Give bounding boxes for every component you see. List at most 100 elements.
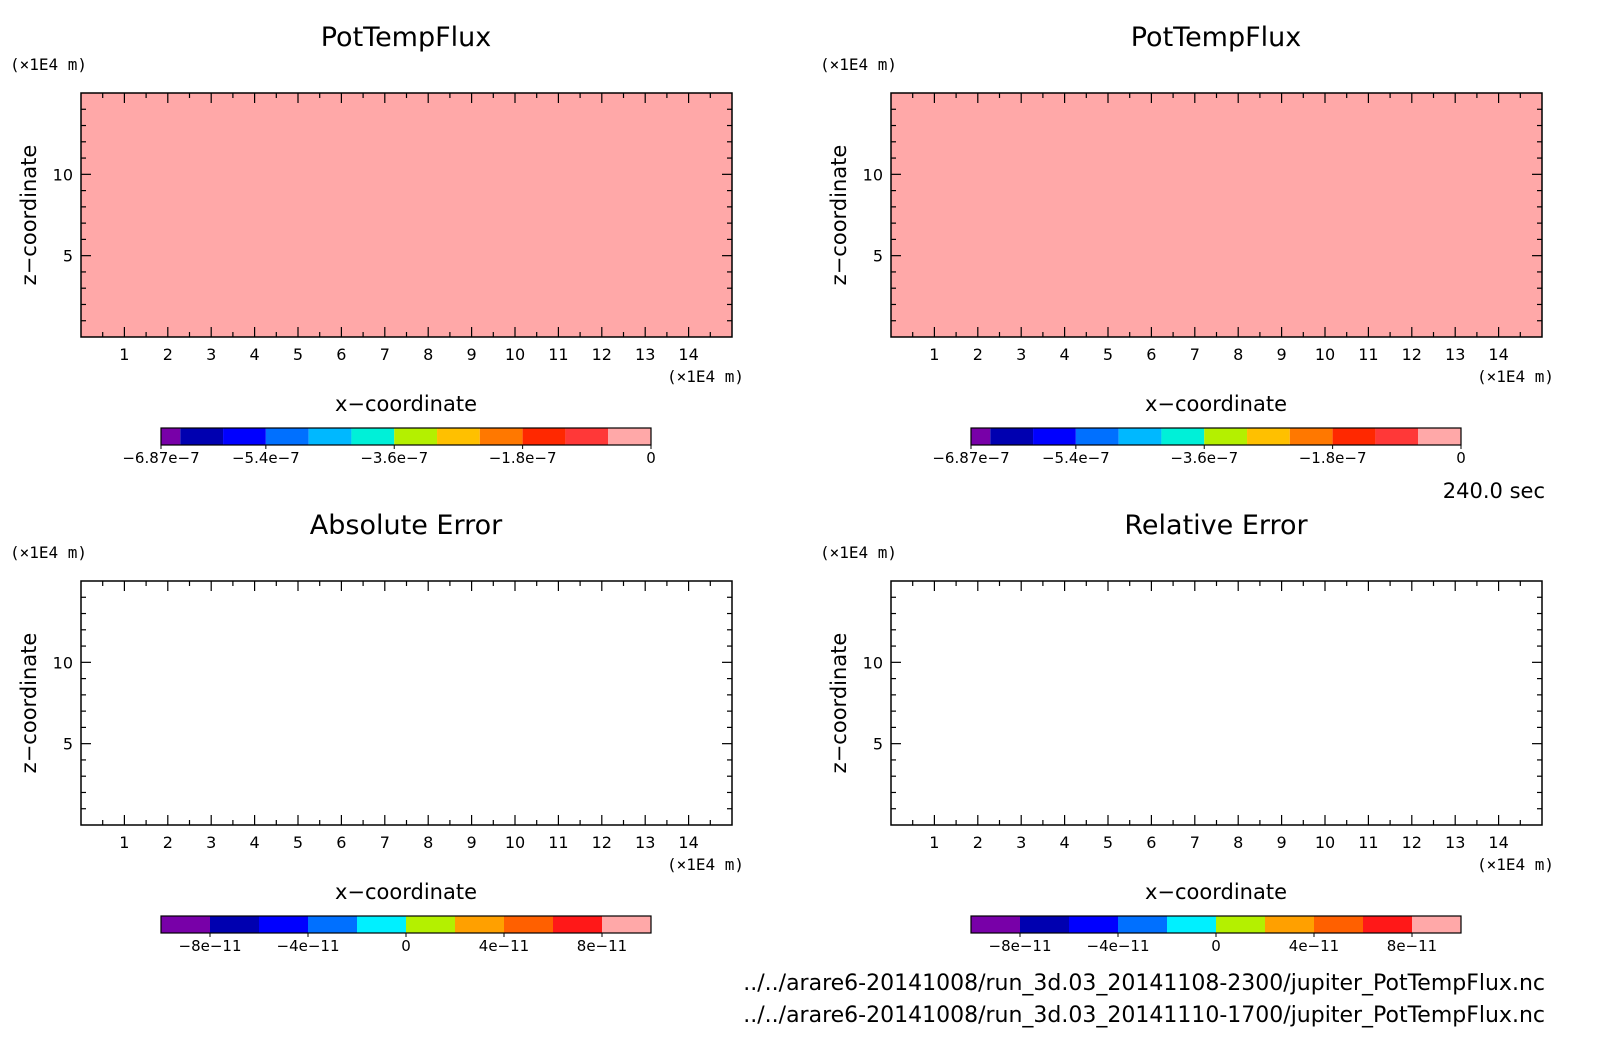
file-path-1: ../../arare6-20141008/run_3d.03_20141108… [743, 971, 1545, 996]
x-tick-label: 8 [1233, 345, 1243, 364]
x-tick-label: 12 [1402, 833, 1422, 852]
x-tick-label: 9 [467, 345, 477, 364]
x-tick-label: 8 [423, 345, 433, 364]
colorbar-segment [1247, 428, 1290, 445]
colorbar-segment [1118, 428, 1162, 445]
colorbar-frame [970, 427, 1462, 446]
colorbar-frame [160, 427, 652, 446]
colorbar-segment [504, 916, 553, 933]
colorbar-segment [437, 428, 480, 445]
x-tick-label: 11 [548, 345, 568, 364]
x-tick-label: 5 [293, 345, 303, 364]
x-axis-label: x−coordinate [1145, 392, 1287, 416]
x-axis-label: x−coordinate [1145, 880, 1287, 904]
colorbar-segment [1033, 428, 1076, 445]
colorbar-tick-label: −3.6e−7 [360, 449, 428, 467]
x-tick-label: 6 [336, 833, 346, 852]
colorbar-tick-label: −5.4e−7 [232, 449, 300, 467]
x-tick-label: 13 [635, 345, 655, 364]
colorbar-tick-label: −4e−11 [1087, 937, 1150, 955]
colorbar-segment [1069, 916, 1118, 933]
y-tick-label: 5 [873, 735, 883, 754]
colorbar-tick-label: 4e−11 [1289, 937, 1339, 955]
colorbar-tick-label: 8e−11 [577, 937, 627, 955]
chart-title: PotTempFlux [1131, 22, 1302, 53]
x-tick-label: 4 [250, 345, 260, 364]
y-axis-unit: (×1E4 m) [820, 543, 897, 562]
colorbar-segment [971, 428, 991, 445]
x-tick-label: 6 [336, 345, 346, 364]
x-tick-label: 12 [592, 345, 612, 364]
x-tick-label: 2 [163, 345, 173, 364]
colorbar-segment [1265, 916, 1314, 933]
plot-area [80, 580, 733, 826]
colorbar-segment [608, 428, 651, 445]
x-tick-label: 14 [1488, 345, 1508, 364]
x-axis-unit: (×1E4 m) [667, 367, 744, 386]
plot-area [890, 580, 1543, 826]
colorbar-segment [553, 916, 602, 933]
x-tick-label: 1 [119, 833, 129, 852]
x-tick-label: 10 [1315, 345, 1335, 364]
colorbar-tick-label: −5.4e−7 [1042, 449, 1110, 467]
x-tick-label: 3 [206, 833, 216, 852]
x-tick-label: 7 [380, 833, 390, 852]
colorbar-segment [1075, 428, 1119, 445]
colorbar-tick-label: 0 [1211, 937, 1221, 955]
colorbar-segment [1289, 428, 1333, 445]
colorbar-segment [565, 428, 609, 445]
plot-area [890, 92, 1543, 338]
colorbar-tick-label: −8e−11 [989, 937, 1052, 955]
colorbar-tick-label: −3.6e−7 [1170, 449, 1238, 467]
colorbar-segment [1332, 428, 1376, 445]
colorbar-segment [990, 428, 1034, 445]
x-tick-label: 8 [1233, 833, 1243, 852]
colorbar-segment [1418, 428, 1461, 445]
chart-title: PotTempFlux [321, 22, 492, 53]
colorbar-segment [1363, 916, 1412, 933]
x-tick-label: 1 [119, 345, 129, 364]
x-tick-label: 10 [505, 345, 525, 364]
chart-title: Relative Error [1124, 510, 1308, 541]
chart-panel: Relative Error(×1E4 m)1 2 3 4 5 6 7 8 9 10 11 12 13 1… [820, 510, 1554, 955]
colorbar-tick-label: −8e−11 [179, 937, 242, 955]
y-axis-unit: (×1E4 m) [820, 55, 897, 74]
x-tick-label: 4 [1060, 833, 1070, 852]
y-tick-label: 5 [873, 247, 883, 266]
colorbar-segment [351, 428, 395, 445]
x-tick-label: 3 [1016, 345, 1026, 364]
x-axis-label: x−coordinate [335, 880, 477, 904]
colorbar-segment [308, 428, 352, 445]
y-axis-unit: (×1E4 m) [10, 55, 87, 74]
colorbar-segment [479, 428, 523, 445]
colorbar-tick-label: 8e−11 [1387, 937, 1437, 955]
x-tick-label: 5 [1103, 345, 1113, 364]
x-tick-label: 7 [380, 345, 390, 364]
y-axis-label: z−coordinate [827, 633, 851, 774]
colorbar-segment [161, 428, 181, 445]
colorbar-segment [971, 916, 1020, 933]
x-tick-label: 11 [1358, 833, 1378, 852]
x-tick-label: 7 [1190, 833, 1200, 852]
colorbar-segment [1314, 916, 1363, 933]
x-tick-label: 8 [423, 833, 433, 852]
x-axis-label: x−coordinate [335, 392, 477, 416]
colorbar-segment [357, 916, 406, 933]
colorbar-tick-label: 0 [646, 449, 656, 467]
y-tick-label: 10 [863, 653, 883, 672]
colorbar-tick-label: 0 [401, 937, 411, 955]
x-tick-label: 4 [250, 833, 260, 852]
x-tick-label: 13 [1445, 345, 1465, 364]
colorbar-tick-label: −1.8e−7 [489, 449, 557, 467]
x-tick-label: 11 [1358, 345, 1378, 364]
colorbar-segment [1375, 428, 1419, 445]
y-tick-label: 5 [63, 247, 73, 266]
colorbar-tick-label: −6.87e−7 [932, 449, 1009, 467]
chart-title: Absolute Error [310, 510, 503, 541]
x-tick-label: 6 [1146, 833, 1156, 852]
colorbar-segment [602, 916, 651, 933]
x-tick-label: 14 [678, 833, 698, 852]
colorbar-segment [406, 916, 455, 933]
colorbar-tick-label: 4e−11 [479, 937, 529, 955]
